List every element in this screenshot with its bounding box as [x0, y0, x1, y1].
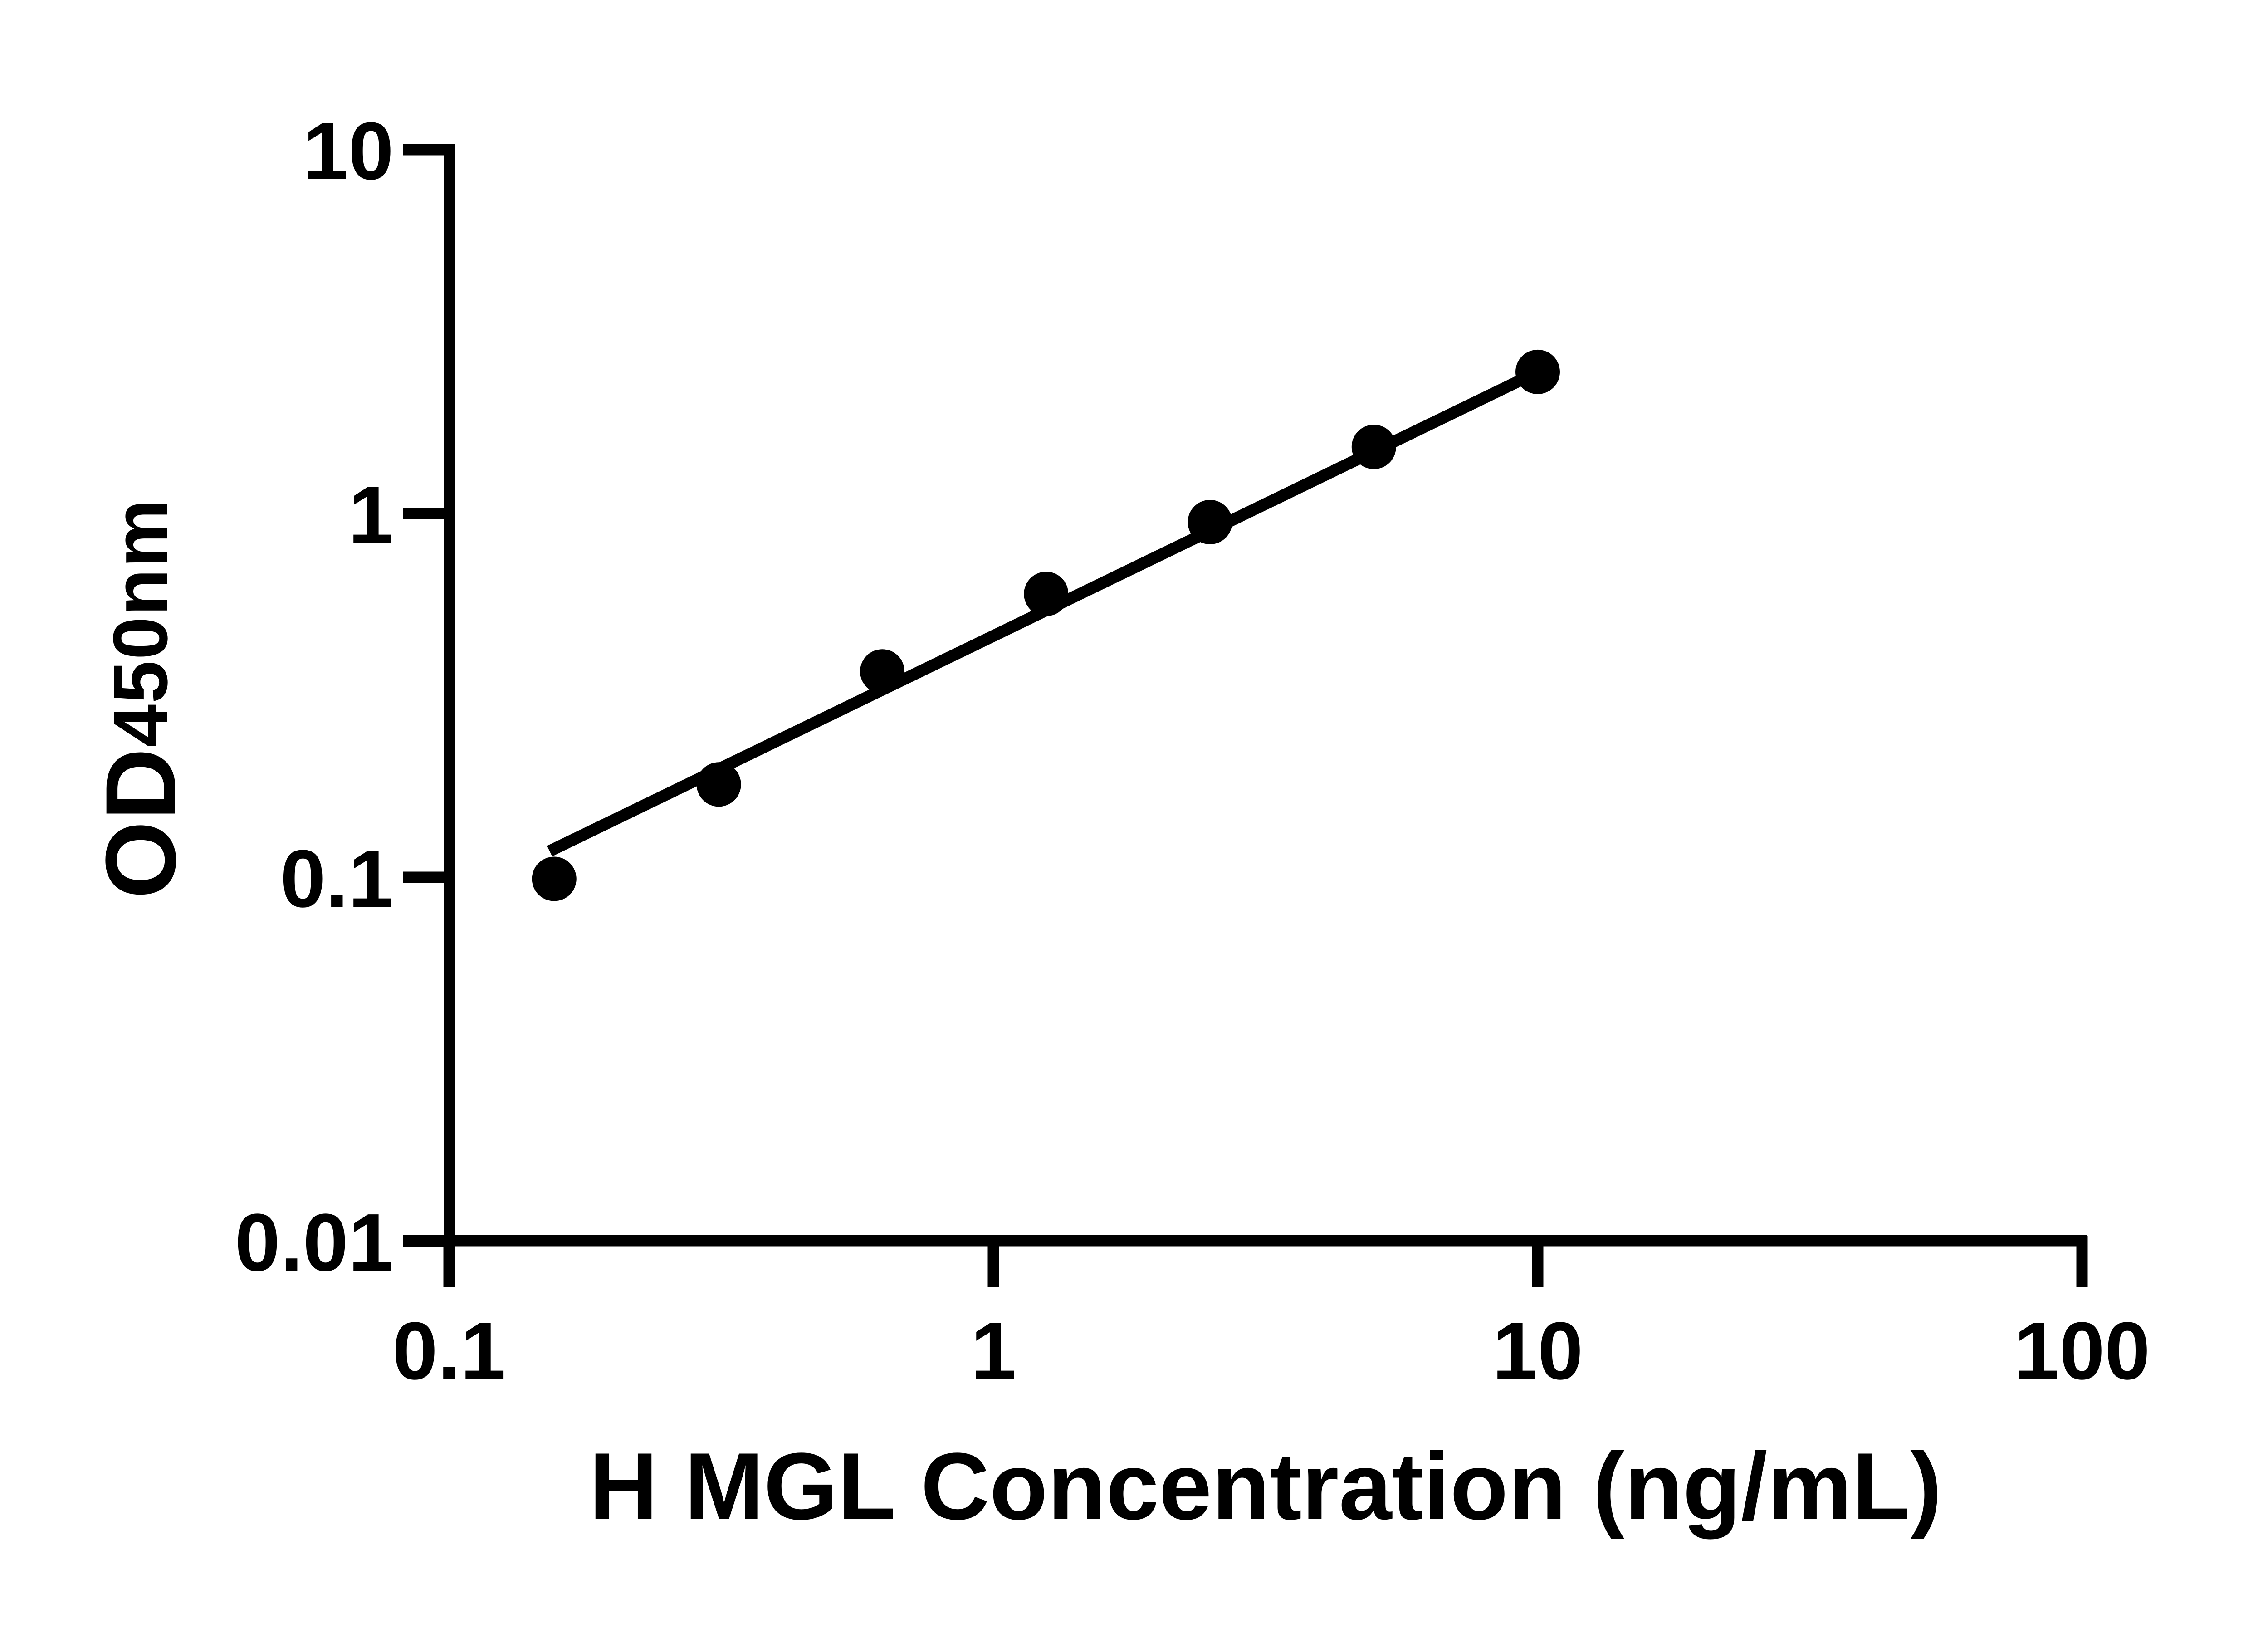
data-point [532, 856, 577, 901]
y-axis-title: OD 450nm [0, 499, 322, 899]
data-point [1188, 499, 1232, 544]
x-tick-label: 100 [2014, 1305, 2150, 1397]
x-tick-label: 10 [1492, 1305, 1583, 1397]
y-tick-label: 10 [303, 106, 394, 197]
y-tick-label: 0.1 [280, 833, 394, 924]
x-tick-label: 0.1 [392, 1305, 506, 1397]
y-tick-label: 0.01 [235, 1197, 394, 1288]
y-axis-title-main: OD [84, 747, 196, 899]
data-point [1351, 425, 1396, 469]
y-axis-title-subscript: 450nm [98, 498, 184, 748]
data-point [860, 649, 905, 694]
y-tick-label: 1 [348, 469, 394, 561]
data-point [1515, 349, 1560, 394]
data-point [1024, 572, 1069, 616]
x-axis-title: H MGL Concentration (ng/mL) [589, 1433, 1942, 1540]
x-tick-label: 1 [971, 1305, 1016, 1397]
data-point [696, 762, 741, 807]
